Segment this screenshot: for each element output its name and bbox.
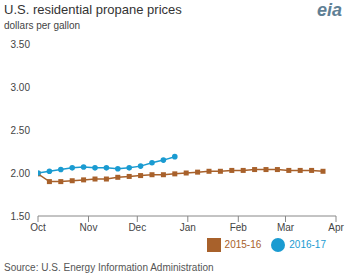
html-text:Source: U.S. Energy Informatio: Source: U.S. Energy Information Administ…	[4, 262, 214, 273]
svg-text:Jan: Jan	[180, 222, 196, 233]
html-text:2016-17: 2016-17	[289, 238, 326, 250]
svg-text:3.50: 3.50	[11, 39, 31, 50]
svg-text:Dec: Dec	[128, 222, 146, 233]
svg-text:Apr: Apr	[328, 222, 344, 233]
html-text:U.S. residential propane price: U.S. residential propane prices	[4, 2, 182, 17]
html-text:dollars per gallon: dollars per gallon	[4, 20, 81, 31]
svg-text:Feb: Feb	[230, 222, 248, 233]
html-text:eia: eia	[317, 0, 342, 20]
svg-text:1.50: 1.50	[11, 211, 31, 222]
svg-text:3.00: 3.00	[11, 82, 31, 93]
svg-text:Mar: Mar	[277, 222, 295, 233]
html-text:2015-16: 2015-16	[224, 238, 262, 250]
svg-text:Oct: Oct	[30, 222, 46, 233]
svg-text:2.00: 2.00	[11, 168, 31, 179]
svg-text:Nov: Nov	[80, 222, 98, 233]
svg-text:2.50: 2.50	[11, 125, 31, 136]
